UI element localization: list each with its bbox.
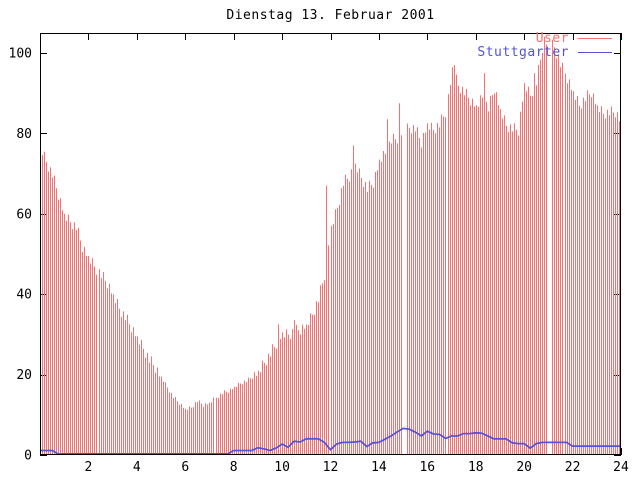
svg-text:20: 20 <box>16 368 32 383</box>
svg-text:80: 80 <box>16 127 32 142</box>
svg-text:20: 20 <box>516 460 532 475</box>
svg-text:16: 16 <box>419 460 435 475</box>
chart-title: Dienstag 13. Februar 2001 <box>226 8 435 23</box>
legend-line-sample-stuttgarter <box>578 51 612 53</box>
svg-text:24: 24 <box>613 460 629 475</box>
legend-entry-user: User <box>477 30 612 46</box>
plot-border <box>40 33 621 455</box>
svg-text:22: 22 <box>565 460 581 475</box>
svg-text:10: 10 <box>274 460 290 475</box>
legend-line-sample-user <box>578 37 612 39</box>
svg-text:0: 0 <box>24 449 32 464</box>
legend-label-user: User <box>535 30 569 46</box>
svg-text:12: 12 <box>323 460 339 475</box>
user-bars <box>40 36 620 455</box>
y-axis-tick-labels: 0 20 40 60 80 100 <box>9 47 32 464</box>
stuttgarter-line <box>40 427 621 455</box>
svg-text:100: 100 <box>9 47 32 62</box>
svg-text:8: 8 <box>230 460 238 475</box>
legend-label-stuttgarter: Stuttgarter <box>477 44 569 60</box>
svg-text:4: 4 <box>133 460 141 475</box>
svg-text:2: 2 <box>84 460 92 475</box>
svg-text:6: 6 <box>181 460 189 475</box>
legend: User Stuttgarter <box>477 30 612 60</box>
x-axis-tick-labels: 2 4 6 8 10 12 14 16 18 20 22 24 <box>84 460 629 475</box>
svg-text:18: 18 <box>468 460 484 475</box>
svg-text:40: 40 <box>16 288 32 303</box>
svg-text:14: 14 <box>371 460 387 475</box>
svg-text:60: 60 <box>16 207 32 222</box>
legend-entry-stuttgarter: Stuttgarter <box>477 44 612 60</box>
